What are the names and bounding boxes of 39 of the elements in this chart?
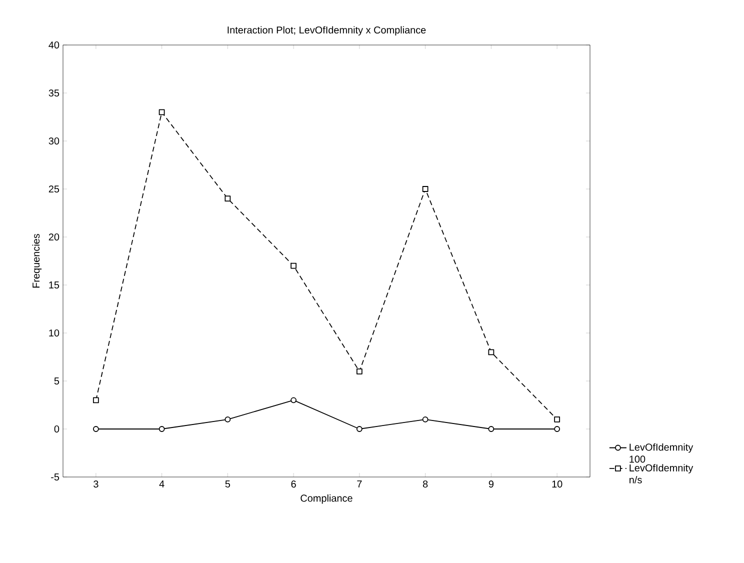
y-tick-label: 20: [48, 233, 60, 241]
y-tick-label: 30: [48, 137, 60, 145]
y-tick-label: 10: [49, 329, 60, 337]
point: [356, 368, 362, 374]
y-tick-label: 15: [49, 282, 60, 288]
point: [158, 426, 165, 432]
x-tick-label: 6: [291, 480, 296, 488]
point: [92, 426, 99, 432]
y-tick-label: -5: [51, 474, 60, 480]
x-axis-title: Compliance: [300, 494, 352, 504]
legend-label: LevOfIdemnity n/s: [630, 464, 694, 484]
x-tick-label: 3: [94, 480, 98, 488]
point: [422, 186, 428, 192]
x-tick-label: 9: [488, 480, 494, 488]
point: [224, 416, 231, 422]
point: [488, 426, 494, 432]
point: [290, 262, 297, 269]
y-tick-label: 5: [54, 378, 60, 384]
y-tick-label: 0: [54, 425, 60, 433]
point: [554, 426, 560, 432]
point: [158, 109, 165, 116]
point: [554, 416, 560, 422]
x-tick-label: 7: [357, 480, 362, 488]
y-axis-title: Frequencies: [32, 234, 42, 288]
legend-label: LevOfIdemnity 100: [630, 443, 694, 463]
x-tick-label: 8: [422, 480, 428, 488]
x-tick-label: 4: [159, 480, 164, 488]
point: [356, 426, 362, 432]
y-tick-label: 35: [48, 89, 60, 97]
y-tick-label: 25: [48, 185, 60, 193]
point: [488, 349, 494, 356]
chart-title: Interaction Plot; LevOfIdemnity x Compliance: [228, 26, 426, 36]
point: [422, 416, 428, 422]
x-tick-label: 5: [225, 480, 230, 488]
point: [92, 397, 99, 404]
point: [290, 397, 297, 404]
x-tick-label: 10: [552, 480, 562, 488]
y-tick-label: 40: [48, 41, 60, 49]
point: [224, 196, 231, 202]
